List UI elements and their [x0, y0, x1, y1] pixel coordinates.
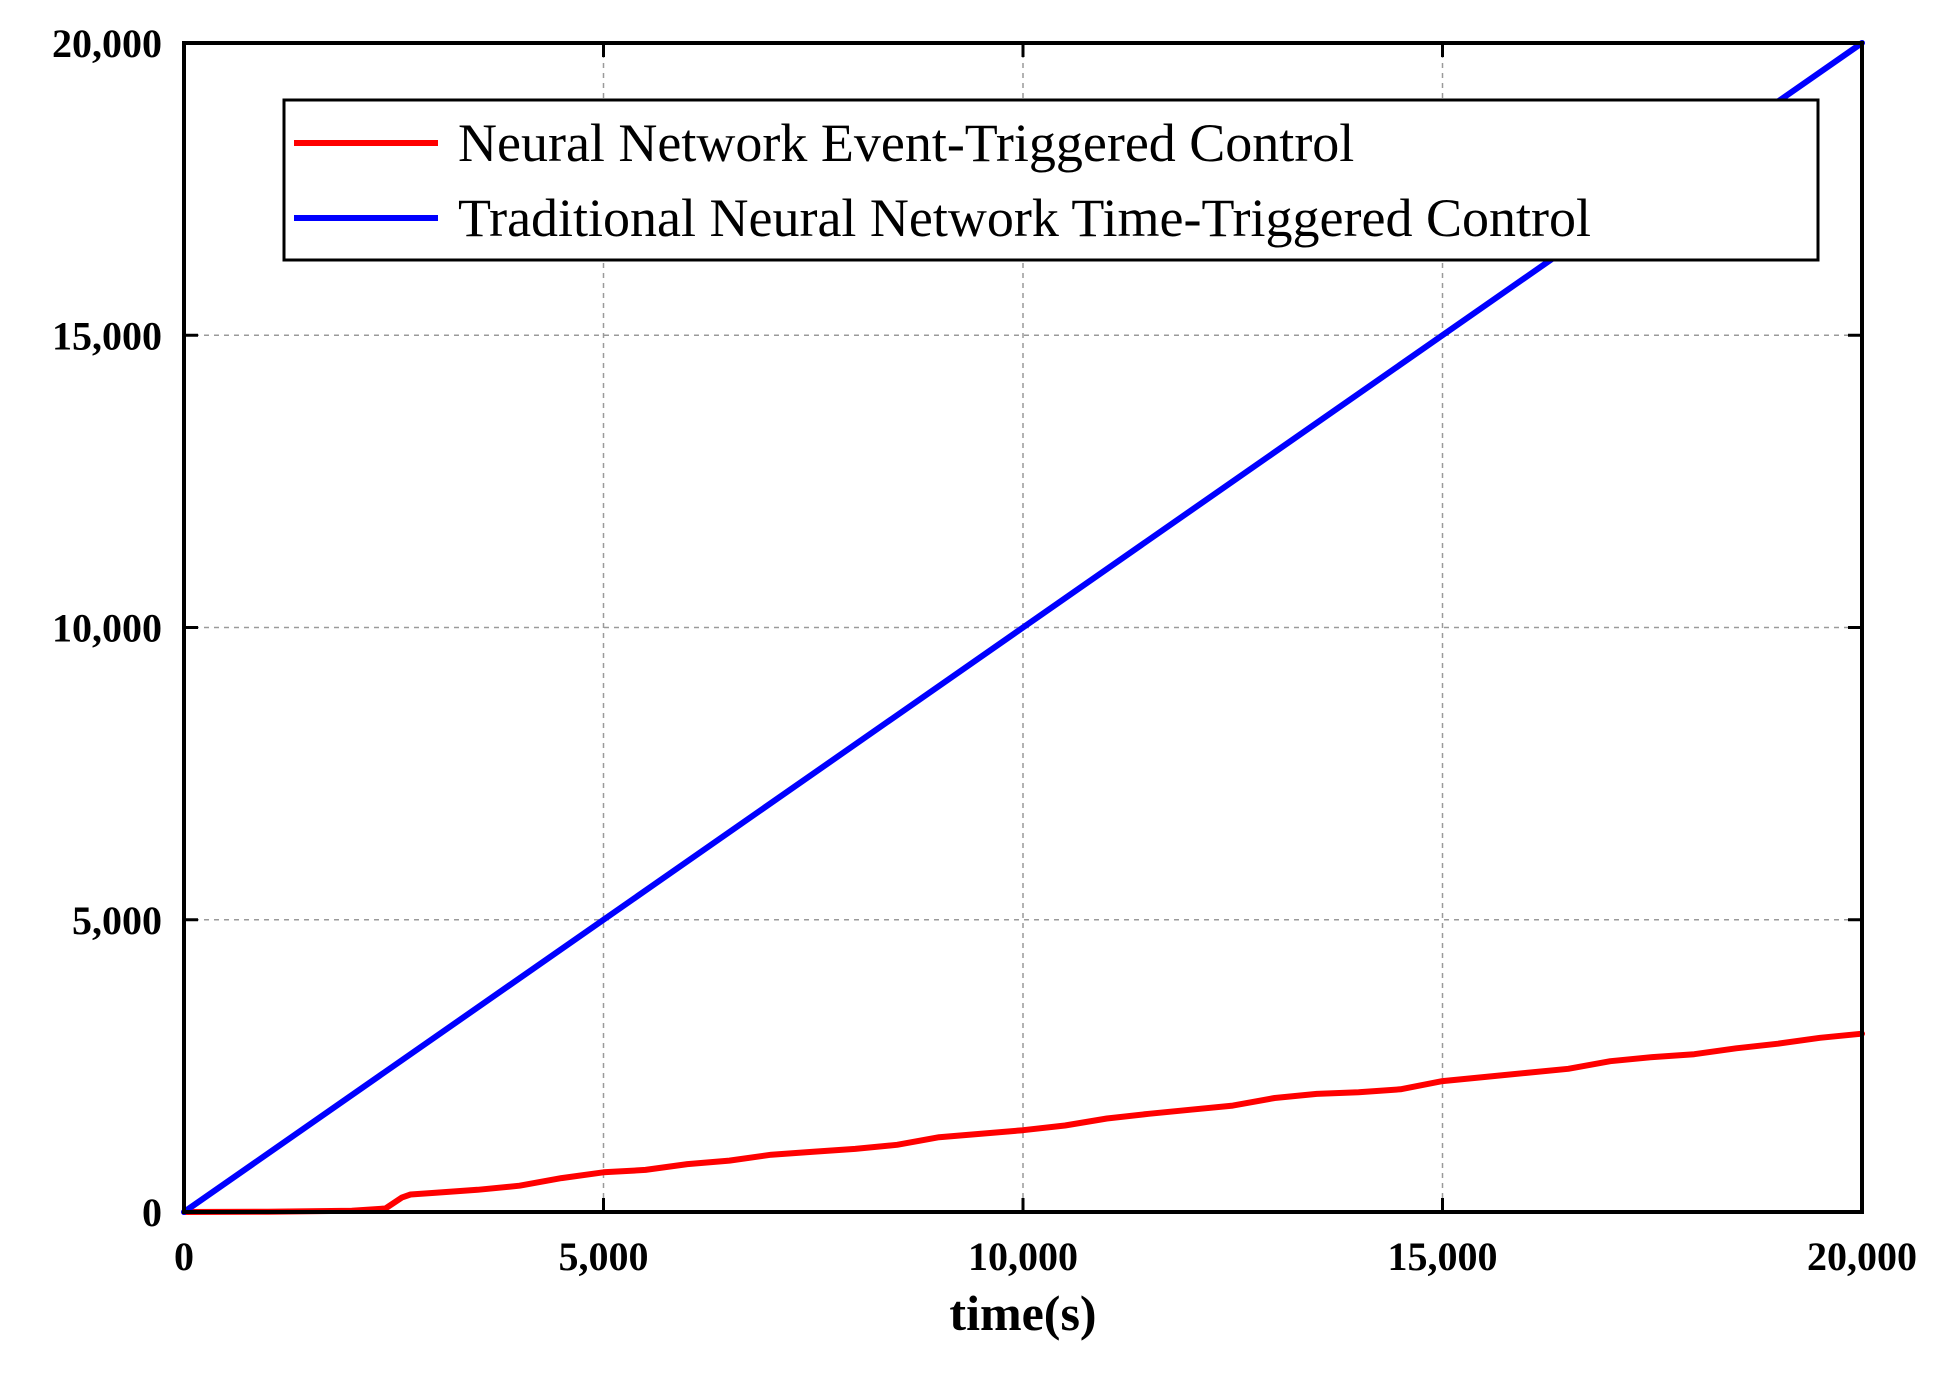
legend: Neural Network Event-Triggered Control T…: [282, 98, 1820, 262]
x-tick-label-2: 10,000: [968, 1234, 1078, 1279]
legend-box: [282, 98, 1820, 262]
x-tick-label-3: 15,000: [1388, 1234, 1498, 1279]
tick-label-layer: 0 5,000 10,000 15,000 20,000 0 5,000 10,000 15,0…: [52, 21, 1917, 1279]
legend-label-time-triggered: Traditional Neural Network Time-Triggere…: [458, 188, 1591, 248]
y-tick-label-2: 10,000: [52, 606, 162, 651]
y-tick-label-3: 15,000: [52, 313, 162, 358]
legend-label-event-triggered: Neural Network Event-Triggered Control: [458, 113, 1354, 173]
y-tick-label-4: 20,000: [52, 21, 162, 66]
series-line-0: [181, 1030, 1865, 1215]
y-tick-label-1: 5,000: [72, 898, 162, 943]
x-axis-title: time(s): [949, 1285, 1096, 1341]
tick-layer: [182, 41, 1864, 1214]
x-tick-label-4: 20,000: [1807, 1234, 1917, 1279]
y-tick-label-0: 0: [142, 1190, 162, 1235]
x-tick-label-0: 0: [174, 1234, 194, 1279]
x-tick-label-1: 5,000: [559, 1234, 649, 1279]
